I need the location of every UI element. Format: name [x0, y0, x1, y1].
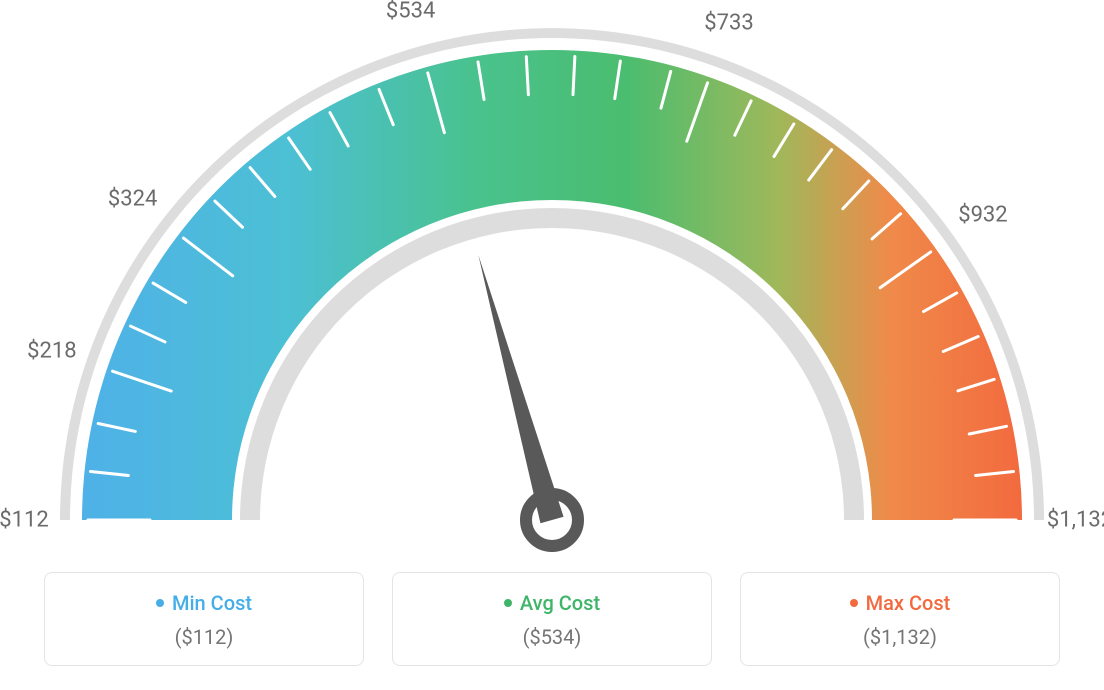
legend-dot-icon	[850, 599, 858, 607]
gauge-tick	[526, 57, 528, 95]
legend-card-avg: Avg Cost ($534)	[392, 572, 712, 666]
legend-card-min: Min Cost ($112)	[44, 572, 364, 666]
legend-dot-icon	[504, 599, 512, 607]
gauge-tick-label: $324	[108, 187, 157, 212]
gauge-tick-label: $1,132	[1047, 508, 1104, 533]
legend-dot-icon	[156, 599, 164, 607]
gauge-svg	[0, 0, 1104, 560]
legend-card-max: Max Cost ($1,132)	[740, 572, 1060, 666]
gauge-needle	[478, 255, 563, 523]
legend-value-max: ($1,132)	[741, 625, 1059, 649]
gauge-tick	[573, 57, 575, 95]
gauge-tick-label: $112	[0, 508, 49, 533]
gauge-arc	[82, 50, 1022, 520]
legend-value-avg: ($534)	[393, 625, 711, 649]
gauge-tick-label: $932	[958, 202, 1007, 227]
gauge-chart: $112 $218 $324 $534 $733 $932 $1,132	[0, 0, 1104, 560]
legend-title-text: Avg Cost	[520, 591, 600, 615]
legend-title-text: Min Cost	[172, 591, 252, 615]
gauge-tick-label: $218	[27, 338, 76, 363]
gauge-tick-label: $534	[386, 0, 435, 24]
legend-row: Min Cost ($112) Avg Cost ($534) Max Cost ($1,…	[0, 572, 1104, 666]
gauge-tick-label: $733	[704, 10, 753, 35]
legend-value-min: ($112)	[45, 625, 363, 649]
legend-title-text: Max Cost	[866, 591, 951, 615]
legend-title-max: Max Cost	[741, 591, 1059, 615]
legend-title-avg: Avg Cost	[393, 591, 711, 615]
legend-title-min: Min Cost	[45, 591, 363, 615]
